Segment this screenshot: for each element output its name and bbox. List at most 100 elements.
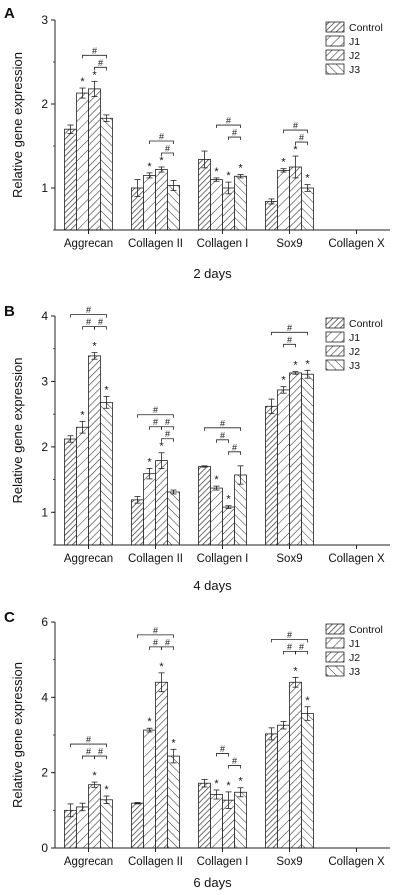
significance-bracket: #	[82, 747, 95, 760]
significance-bracket: #	[295, 642, 308, 655]
significance-star: *	[226, 780, 231, 792]
legend-label: Control	[349, 318, 383, 330]
error-bar	[79, 802, 86, 812]
error-bar	[225, 181, 232, 195]
error-bar	[134, 179, 141, 197]
error-bar	[67, 124, 74, 134]
legend: Control J1 J2 J3	[325, 623, 383, 678]
y-tick-label: 3	[41, 13, 48, 27]
bar	[88, 355, 101, 546]
bar	[277, 169, 290, 231]
panel-letter: C	[4, 609, 15, 626]
x-axis-label: 6 days	[193, 875, 232, 890]
significance-hash: #	[159, 132, 164, 142]
x-tick-label: Collagen II	[128, 856, 183, 868]
significance-star: *	[305, 173, 310, 185]
significance-bracket: #	[82, 317, 95, 330]
significance-star: *	[92, 69, 97, 81]
bar	[76, 92, 89, 231]
significance-hash: #	[92, 46, 97, 56]
error-bar	[67, 435, 74, 443]
significance-bracket: #	[228, 756, 241, 769]
error-bar	[201, 465, 208, 468]
bar	[143, 473, 156, 546]
x-tick-label: Sox9	[276, 553, 302, 565]
significance-hash: #	[165, 429, 170, 439]
significance-star: *	[281, 157, 286, 169]
error-bar	[103, 795, 110, 804]
significance-hash: #	[299, 133, 304, 143]
bar	[301, 373, 314, 546]
bar	[131, 499, 144, 546]
y-tick-label: 1	[41, 505, 48, 519]
legend-swatch	[325, 623, 345, 635]
y-axis-label: Relative gene expression	[10, 358, 25, 504]
error-bar	[158, 672, 165, 693]
significance-hash: #	[287, 642, 292, 652]
significance-star: *	[238, 776, 243, 788]
bar	[210, 794, 223, 849]
error-bar	[225, 505, 232, 509]
significance-bracket: #	[161, 144, 174, 156]
y-tick-label: 6	[41, 615, 48, 629]
significance-star: *	[147, 716, 152, 728]
error-bar	[292, 676, 299, 688]
significance-bracket: #	[94, 58, 107, 71]
significance-hash: #	[293, 121, 298, 131]
significance-star: *	[92, 341, 97, 353]
x-axis-label: 2 days	[193, 266, 232, 281]
bar	[301, 713, 314, 849]
bar	[88, 784, 101, 849]
bar	[76, 806, 89, 849]
significance-bracket: #	[271, 323, 308, 336]
bar	[131, 802, 144, 849]
error-bar	[280, 168, 287, 173]
x-tick-label: Collagen II	[128, 553, 183, 565]
error-bar	[201, 779, 208, 788]
error-bar	[280, 721, 287, 730]
bar	[265, 405, 278, 546]
error-bar	[213, 485, 220, 491]
significance-bracket: #	[149, 417, 162, 430]
x-tick-label: Collagen X	[328, 856, 385, 868]
x-axis-label: 4 days	[193, 578, 232, 593]
bar	[234, 791, 247, 849]
y-tick-label: 4	[41, 309, 48, 323]
error-bar	[237, 465, 244, 485]
y-axis-label: Relative gene expression	[10, 662, 25, 808]
legend-swatch	[325, 49, 345, 61]
significance-hash: #	[153, 405, 158, 415]
bar	[198, 159, 211, 231]
significance-bracket: #	[271, 630, 308, 643]
x-tick-label: Sox9	[276, 238, 302, 250]
error-bar	[146, 172, 153, 179]
x-tick-label: Collagen II	[128, 238, 183, 250]
y-tick-label: 3	[41, 374, 48, 388]
error-bar	[91, 80, 98, 97]
significance-bracket: #	[204, 418, 241, 431]
significance-bracket: #	[161, 417, 174, 430]
significance-hash: #	[299, 642, 304, 652]
bar	[100, 401, 113, 546]
error-bar	[268, 727, 275, 741]
error-bar	[170, 180, 177, 191]
error-bar	[134, 802, 141, 805]
significance-bracket: #	[94, 747, 107, 760]
legend: Control J1 J2 J3	[325, 21, 383, 76]
significance-bracket: #	[70, 735, 107, 748]
significance-hash: #	[86, 747, 91, 757]
y-tick-label: 0	[41, 841, 48, 855]
legend-swatch	[325, 665, 345, 677]
legend-swatch	[325, 35, 345, 47]
bar	[198, 782, 211, 849]
legend-swatch	[325, 21, 345, 33]
axes	[51, 621, 390, 852]
legend-label: Control	[349, 22, 383, 34]
significance-bracket: #	[149, 132, 174, 144]
significance-star: *	[305, 695, 310, 707]
significance-hash: #	[153, 625, 158, 635]
significance-hash: #	[287, 335, 292, 345]
significance-bracket: #	[161, 429, 174, 442]
y-tick-label: 2	[41, 97, 48, 111]
